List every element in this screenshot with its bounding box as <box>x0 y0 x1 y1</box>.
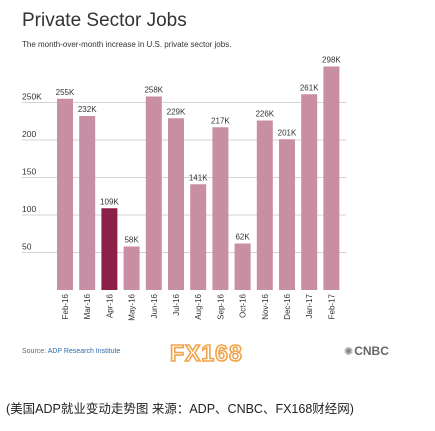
bar-value-label: 229K <box>167 107 186 116</box>
x-tick-label: Feb-16 <box>61 293 70 319</box>
x-tick-label: May-16 <box>128 293 137 320</box>
cnbc-logo-text: CNBC <box>354 344 389 358</box>
y-tick-label: 50 <box>22 242 32 252</box>
bar <box>168 118 184 290</box>
source-note: Source: ADP Research Institute <box>22 348 120 355</box>
source-link[interactable]: ADP Research Institute <box>47 348 121 355</box>
y-tick-label: 250K <box>22 92 42 102</box>
x-tick-label: Sep-16 <box>216 293 225 319</box>
bar <box>234 243 251 290</box>
x-tick-label: Apr-16 <box>105 293 114 318</box>
bar <box>190 184 207 290</box>
bar-value-label: 255K <box>56 88 75 97</box>
peacock-icon: ✺ <box>344 346 354 358</box>
bar-value-label: 298K <box>322 56 341 65</box>
x-tick-label: Dec-16 <box>283 293 292 319</box>
bar <box>145 96 162 290</box>
bar-value-label: 217K <box>211 116 230 125</box>
bar-value-label: 232K <box>78 105 97 114</box>
y-tick-label: 100 <box>22 204 36 214</box>
bar <box>101 208 118 290</box>
source-prefix: Source: <box>22 348 48 355</box>
image-caption: (美国ADP就业变动走势图 来源：ADP、CNBC、FX168财经网) <box>6 402 354 416</box>
bar-value-label: 58K <box>124 236 139 245</box>
x-tick-label: Aug-16 <box>194 293 203 319</box>
bar <box>256 120 273 290</box>
bar <box>301 94 318 290</box>
bar <box>79 116 96 290</box>
bar-value-label: 109K <box>100 197 119 206</box>
chart-title: Private Sector Jobs <box>22 10 187 31</box>
cnbc-logo: ✺CNBC <box>344 344 389 358</box>
bar-value-label: 226K <box>255 110 274 119</box>
x-tick-label: Feb-17 <box>327 293 336 319</box>
x-tick-label: Mar-16 <box>83 293 92 319</box>
y-tick-label: 200 <box>22 129 36 139</box>
x-tick-label: Nov-16 <box>261 293 270 319</box>
bar-value-label: 141K <box>189 173 208 182</box>
bars: 255K Feb-16 232K Mar-16 109K Apr-16 58K May-16 2… <box>56 56 342 321</box>
bar-value-label: 62K <box>235 233 250 242</box>
fx168-logo: FX168 <box>169 339 243 367</box>
bar <box>57 98 73 290</box>
x-tick-label: Oct-16 <box>239 293 248 318</box>
bar <box>323 66 340 290</box>
bar-value-label: 258K <box>144 86 163 95</box>
y-tick-label: 150 <box>22 167 36 177</box>
bar <box>123 246 140 290</box>
x-tick-label: Jul-16 <box>172 293 181 315</box>
bar-value-label: 261K <box>300 83 319 92</box>
x-tick-label: Jan-17 <box>305 293 314 318</box>
x-tick-label: Jun-16 <box>150 293 159 318</box>
bar <box>212 127 229 290</box>
bar <box>279 139 295 290</box>
bar-value-label: 201K <box>278 128 297 137</box>
chart-subtitle: The month-over-month increase in U.S. pr… <box>22 40 232 49</box>
